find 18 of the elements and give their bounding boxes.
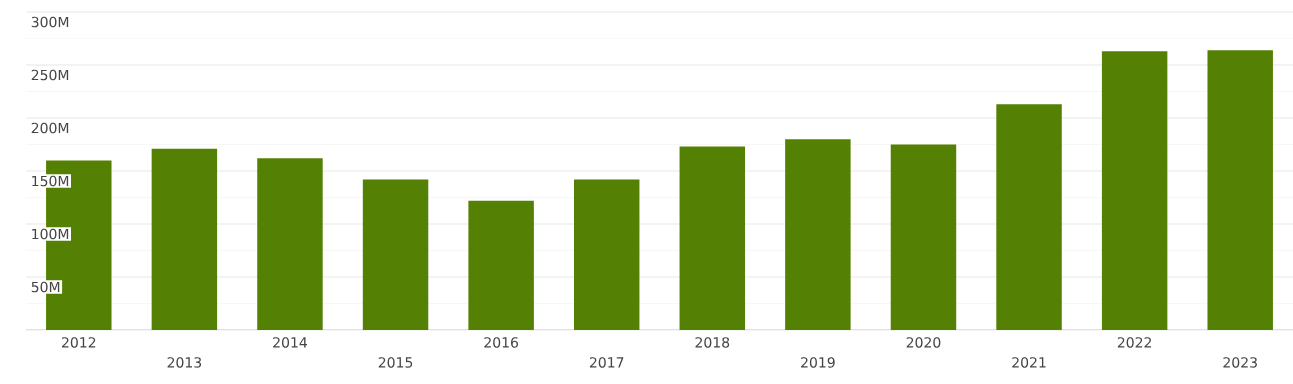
x-tick-label: 2022 (1117, 337, 1152, 348)
x-tick-label: 2012 (62, 337, 96, 348)
x-tick-label: 2015 (378, 357, 413, 368)
x-tick-label: 2021 (1012, 357, 1046, 368)
x-tick-label: 2014 (273, 337, 307, 348)
y-tick-label: 300M (31, 16, 69, 28)
y-tick-label: 100M (32, 228, 69, 240)
x-tick-label: 2017 (589, 357, 624, 368)
y-tick-label: 150M (32, 175, 69, 187)
x-tick-label: 2013 (167, 357, 202, 368)
x-tick-label: 2018 (695, 337, 730, 348)
y-tick-label: 250M (31, 69, 69, 81)
x-tick-label: 2023 (1223, 357, 1257, 368)
y-tick-label: 50M (31, 281, 60, 293)
x-tick-label: 2016 (484, 337, 519, 348)
y-tick-label: 200M (31, 122, 69, 134)
x-tick-label: 2019 (801, 357, 835, 368)
x-tick-label: 2020 (906, 337, 941, 348)
